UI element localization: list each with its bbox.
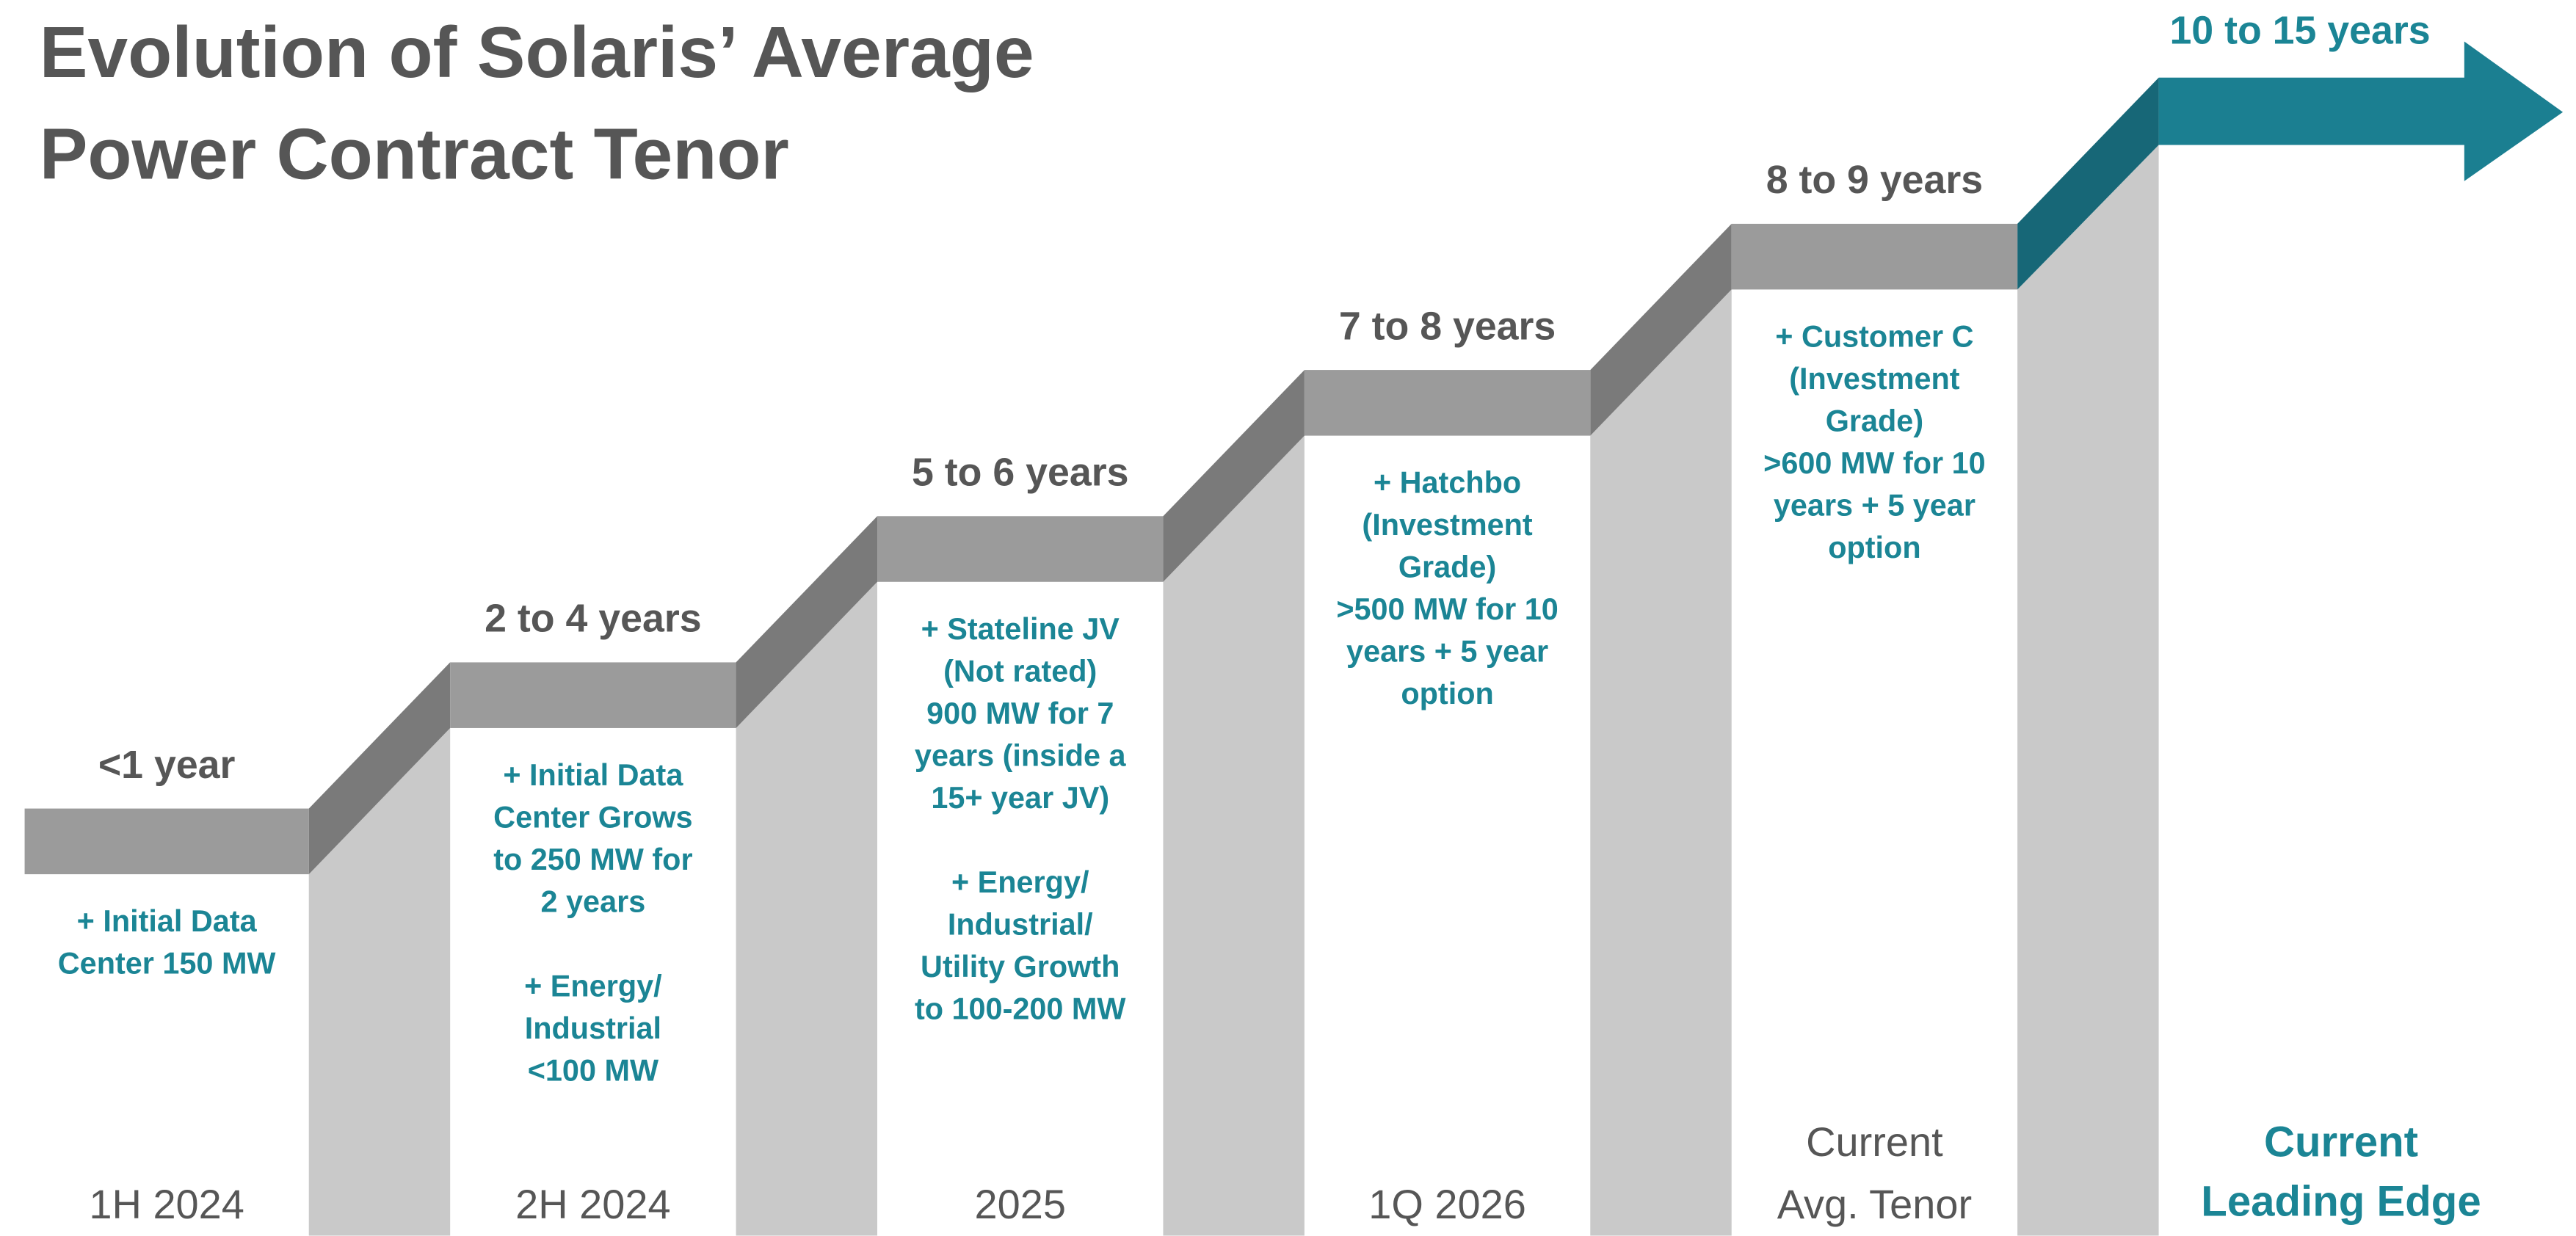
final-tenor: 10 to 15 years [2169,9,2430,53]
final-label: Current [2264,1119,2418,1166]
step-description: 15+ year JV) [931,781,1109,815]
step-band [877,516,1164,582]
step-period: 1H 2024 [89,1181,244,1227]
step-description: (Not rated) [943,654,1097,688]
riser [2017,145,2159,1236]
step-description: Industrial [525,1011,661,1045]
step-period: 1Q 2026 [1368,1181,1526,1227]
step-tenor: 7 to 8 years [1339,304,1556,348]
step-description: + Energy/ [524,970,662,1003]
step-description: (Investment [1789,362,1960,396]
step-description: option [1401,677,1493,710]
step-description: option [1828,531,1920,564]
step-description: to 250 MW for [493,843,692,876]
step-period: 2H 2024 [515,1181,670,1227]
step-description: >500 MW for 10 [1336,592,1559,626]
riser [308,727,451,1236]
title-line: Evolution of Solaris’ Average [40,12,1034,92]
step-period: Current [1806,1119,1943,1165]
step-description: years + 5 year [1774,489,1975,523]
step-description: years + 5 year [1346,635,1548,669]
step-description: + Energy/ [951,865,1089,899]
step-description: 2 years [541,885,646,919]
riser [1590,289,1732,1236]
arrow-head [2464,41,2564,181]
step-band [450,662,736,728]
step-bend [1590,223,1732,436]
step-description: >600 MW for 10 [1763,446,1986,480]
step-description: 900 MW for 7 [926,697,1114,730]
step-bend [1163,370,1305,582]
step-description: <100 MW [528,1054,659,1088]
step-description: Utility Growth [921,950,1120,984]
step-description: + Stateline JV [921,612,1120,646]
final-label: Leading Edge [2201,1177,2481,1225]
step-description: Industrial/ [948,907,1093,941]
step-description: years (inside a [915,738,1127,772]
step-tenor: 8 to 9 years [1766,158,1983,202]
step-description: + Hatchbo [1374,466,1521,500]
step-description: to 100-200 MW [915,992,1126,1025]
step-description: Grade) [1398,550,1496,584]
arrow-shaft [2158,77,2467,145]
riser [1163,435,1305,1236]
step-tenor: <1 year [98,743,236,787]
step-description: + Initial Data [77,904,258,938]
step-description: Grade) [1826,404,1923,438]
step-description: (Investment [1362,508,1533,542]
step-period: Avg. Tenor [1777,1181,1972,1227]
step-description: + Customer C [1775,319,1973,353]
step-band [1731,223,2018,290]
step-band [1304,370,1591,436]
step-period: 2025 [974,1181,1065,1227]
step-band [24,808,309,875]
step-bend [308,662,451,875]
arrow-bend [2017,77,2159,290]
step-bend [736,516,878,728]
step-tenor: 5 to 6 years [912,450,1128,494]
step-tenor: 2 to 4 years [485,597,701,641]
riser [736,581,878,1236]
step-description: Center Grows [493,801,692,835]
step-description: + Initial Data [503,758,683,792]
title-line: Power Contract Tenor [40,114,789,195]
step-description: Center 150 MW [58,947,277,981]
